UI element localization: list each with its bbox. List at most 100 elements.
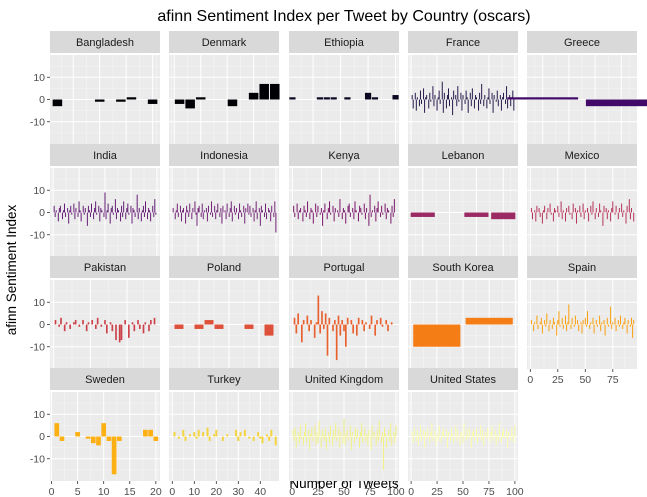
- bar: [126, 208, 128, 213]
- bar: [253, 212, 255, 222]
- bar: [90, 436, 96, 444]
- y-tick-label: 10: [33, 72, 45, 84]
- bar: [346, 429, 348, 437]
- bar: [421, 436, 422, 441]
- bar: [337, 315, 340, 325]
- bar: [417, 436, 419, 446]
- bar: [309, 212, 311, 220]
- bar: [309, 436, 311, 450]
- bar: [551, 324, 553, 329]
- bar: [432, 86, 434, 100]
- bar: [322, 212, 324, 226]
- bar: [312, 436, 314, 441]
- bar: [212, 212, 214, 217]
- x-tick-label: 25: [552, 374, 564, 386]
- bar: [173, 432, 176, 437]
- bar: [266, 212, 268, 220]
- bar: [202, 432, 205, 437]
- x-tick-label: 75: [607, 374, 619, 386]
- facet-pakistan: Pakistan -10 0 10: [30, 256, 160, 369]
- bar: [330, 97, 337, 100]
- bar: [424, 99, 426, 113]
- bar: [436, 99, 438, 111]
- bar: [510, 436, 512, 441]
- bar: [359, 205, 361, 213]
- bar: [305, 212, 307, 217]
- bar: [192, 208, 194, 213]
- bar: [569, 212, 571, 215]
- bar: [85, 324, 88, 332]
- bar: [364, 427, 366, 437]
- facet-strip: [50, 31, 160, 53]
- bar: [111, 436, 117, 475]
- bar: [118, 324, 121, 343]
- bar: [210, 212, 211, 215]
- bar: [390, 322, 393, 325]
- bar: [301, 324, 303, 343]
- bar: [489, 99, 491, 104]
- bar: [264, 212, 265, 217]
- bar: [352, 324, 354, 334]
- bar: [474, 95, 476, 100]
- bar: [449, 99, 450, 107]
- bar: [501, 97, 503, 100]
- bar: [344, 97, 351, 100]
- bar: [394, 436, 396, 444]
- y-tick-label: 0: [39, 319, 45, 331]
- bar: [252, 436, 255, 441]
- bar: [259, 83, 269, 100]
- bar: [134, 212, 136, 217]
- facet-strip: [169, 368, 279, 390]
- bar: [64, 203, 65, 213]
- bar: [239, 203, 241, 213]
- facet-strip: [50, 144, 160, 166]
- x-tick-label: 0: [289, 486, 295, 497]
- bar: [382, 436, 384, 470]
- bar: [147, 99, 158, 104]
- bar: [320, 436, 322, 448]
- bar: [155, 212, 157, 215]
- facet-turkey: Turkey 0 10 20 30 40: [169, 368, 279, 497]
- bar: [473, 436, 475, 441]
- bar: [453, 90, 455, 100]
- bar: [52, 99, 63, 107]
- bar: [174, 212, 176, 220]
- bar: [270, 429, 273, 437]
- bar: [427, 427, 429, 437]
- bar: [302, 320, 305, 325]
- bar: [259, 436, 262, 439]
- bar: [433, 99, 435, 107]
- bar: [610, 306, 612, 325]
- bar: [319, 212, 321, 215]
- bar: [133, 324, 136, 332]
- bar: [59, 205, 61, 213]
- facet-label: Pakistan: [84, 262, 126, 274]
- bar: [194, 201, 196, 213]
- bar: [123, 201, 125, 213]
- bar: [244, 324, 254, 329]
- bar: [423, 88, 425, 100]
- bar: [469, 92, 471, 100]
- bar: [257, 432, 260, 437]
- bar: [612, 322, 614, 325]
- x-tick-label: 10: [98, 486, 110, 497]
- bar: [101, 423, 107, 437]
- bar: [457, 86, 459, 100]
- bar: [105, 212, 107, 220]
- facet-grid: Bangladesh -10 0 10 Denmark Ethiopia France Gre…: [30, 31, 647, 497]
- bar: [577, 210, 579, 213]
- bar: [297, 212, 299, 220]
- bar: [308, 324, 310, 332]
- bar: [302, 212, 304, 222]
- bar: [112, 212, 114, 215]
- bar: [456, 436, 458, 441]
- bar: [411, 432, 413, 437]
- bar: [624, 317, 626, 325]
- bar: [274, 436, 277, 446]
- bar: [54, 423, 60, 437]
- bar: [549, 203, 551, 213]
- bar: [573, 324, 575, 327]
- facet-label: India: [93, 150, 118, 162]
- bar: [626, 205, 628, 213]
- bar: [320, 208, 322, 213]
